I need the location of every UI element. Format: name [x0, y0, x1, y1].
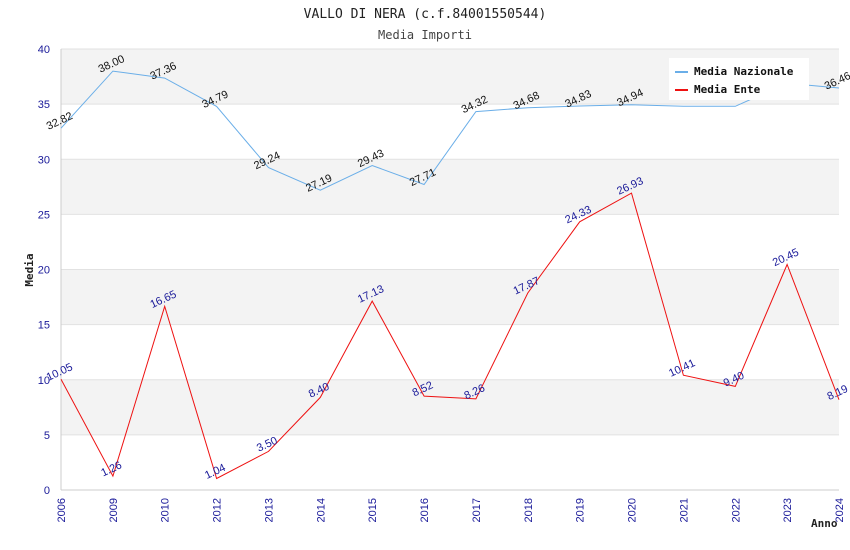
x-tick-label: 2017: [471, 498, 483, 522]
chart-title: VALLO DI NERA (c.f.84001550544): [304, 7, 547, 22]
y-tick-label: 40: [38, 44, 50, 56]
series-line-media-ente: [60, 192, 840, 480]
plot-bands: [60, 48, 839, 491]
series-line-media-nazionale: [60, 70, 840, 191]
x-tick-label: 2019: [575, 498, 587, 522]
legend-label-media-ente: Media Ente: [694, 83, 761, 96]
plot-band: [61, 379, 839, 435]
y-axis-label: Media: [23, 253, 36, 286]
x-tick-label: 2014: [315, 498, 327, 522]
x-axis-label: Anno: [811, 517, 838, 530]
x-tick-label: 2023: [782, 498, 794, 522]
x-tick-label: 2020: [627, 498, 639, 522]
y-axis-ticks: 0 5 10 15 20 25 30 35 40: [38, 44, 50, 497]
x-tick-label: 2012: [212, 498, 224, 522]
y-tick-label: 20: [38, 265, 50, 277]
x-tick-label: 2022: [730, 498, 742, 522]
x-axis-ticks: 2006 2009 2010 2012 2013 2014 2015 2016 2017 2018…: [56, 498, 846, 522]
y-tick-label: 15: [38, 320, 50, 332]
y-tick-label: 25: [38, 209, 50, 221]
x-tick-label: 2018: [523, 498, 535, 522]
plot-band: [61, 104, 839, 160]
series-lines: [60, 70, 840, 480]
chart-subtitle: Media Importi: [378, 28, 472, 42]
plot-band: [61, 434, 839, 490]
x-tick-label: 2015: [367, 498, 379, 522]
x-tick-label: 2006: [56, 498, 68, 522]
plot-band: [61, 159, 839, 215]
plot-band: [61, 214, 839, 270]
plot-band: [61, 324, 839, 380]
plot-band: [61, 269, 839, 325]
y-tick-label: 5: [44, 430, 50, 442]
x-tick-label: 2009: [108, 498, 120, 522]
legend: Media Nazionale Media Ente: [669, 58, 809, 100]
x-tick-label: 2016: [419, 498, 431, 522]
y-tick-label: 35: [38, 99, 50, 111]
x-tick-label: 2013: [263, 498, 275, 522]
x-tick-label: 2021: [678, 498, 690, 522]
y-tick-label: 0: [44, 485, 50, 497]
y-tick-label: 30: [38, 154, 50, 166]
x-tick-label: 2024: [834, 498, 846, 522]
legend-label-media-nazionale: Media Nazionale: [694, 65, 794, 78]
x-tick-label: 2010: [160, 498, 172, 522]
y-tick-label: 10: [38, 375, 50, 387]
